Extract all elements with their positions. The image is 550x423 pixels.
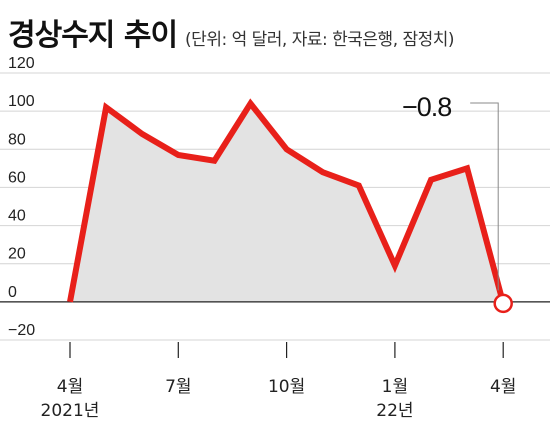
data-point	[67, 299, 73, 305]
y-tick-label: 40	[8, 208, 26, 225]
area-fill	[70, 103, 504, 304]
data-point	[139, 131, 145, 137]
chart-header: 경상수지 추이 (단위: 억 달러, 자료: 한국은행, 잠정치)	[8, 10, 455, 54]
x-tick-label: 4월	[57, 377, 83, 397]
annotation-marker	[493, 293, 513, 314]
chart-subtitle: (단위: 억 달러, 자료: 한국은행, 잠정치)	[185, 30, 455, 50]
x-tick-label: 1월	[382, 377, 408, 397]
y-tick-label: 0	[8, 284, 17, 301]
x-tick-label: 7월	[165, 377, 191, 397]
y-tick-label: 120	[8, 55, 35, 72]
y-tick-label: 100	[8, 93, 35, 110]
x-tick-label: 22년	[376, 401, 413, 421]
x-tick-label: 4월	[490, 377, 516, 397]
data-point	[392, 263, 398, 269]
data-point	[175, 152, 181, 158]
chart-title: 경상수지 추이	[8, 18, 178, 53]
data-point	[284, 146, 290, 152]
x-tick-label: 10월	[268, 377, 305, 397]
data-point	[428, 177, 434, 183]
annotation-label: −0.8	[402, 92, 451, 122]
data-point	[356, 183, 362, 189]
x-tick-label: 2021년	[41, 401, 100, 421]
series-line	[67, 98, 507, 305]
data-point	[248, 101, 254, 107]
y-tick-label: −20	[8, 322, 35, 339]
data-point	[103, 104, 109, 110]
annotation-leader-line	[470, 102, 499, 291]
data-point	[211, 158, 217, 164]
y-tick-label: 80	[8, 131, 26, 148]
y-tick-label: 60	[8, 169, 26, 186]
data-point	[320, 169, 326, 175]
data-point	[464, 165, 470, 171]
y-tick-label: 20	[8, 246, 26, 263]
